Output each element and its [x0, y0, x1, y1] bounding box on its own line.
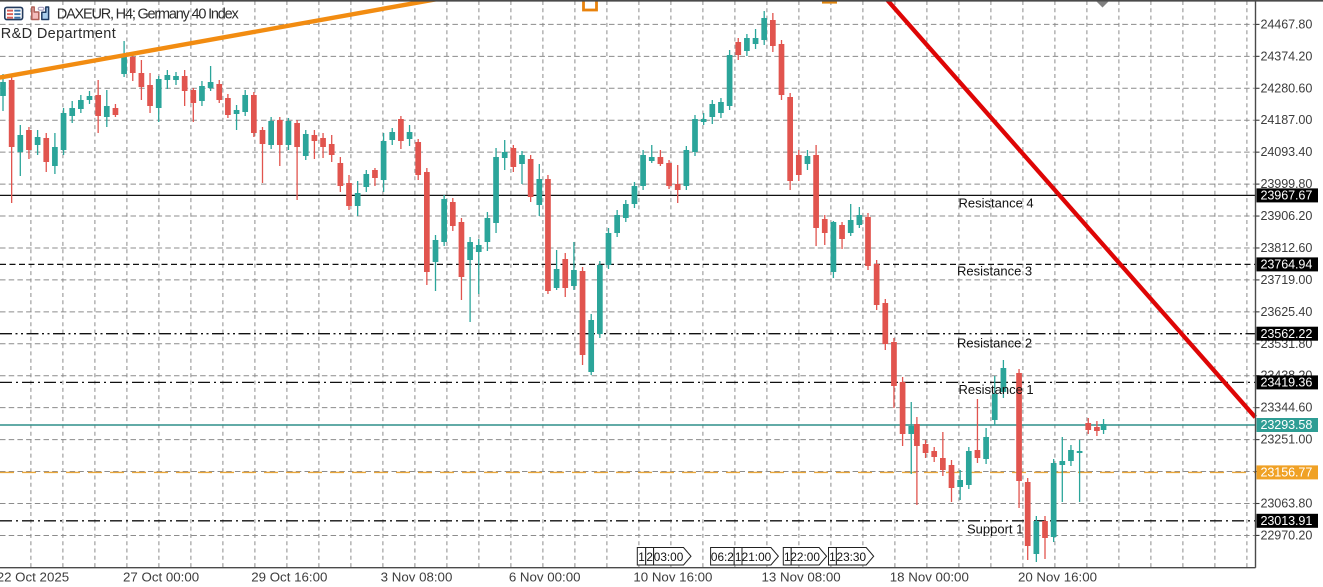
svg-text:Support 1: Support 1	[967, 522, 1023, 537]
svg-text:22970.20: 22970.20	[1261, 528, 1313, 542]
svg-text:23344.60: 23344.60	[1261, 401, 1313, 415]
svg-text:22 Oct 2025: 22 Oct 2025	[0, 570, 69, 585]
svg-text:27 Oct 00:00: 27 Oct 00:00	[123, 570, 199, 585]
svg-text:13 Nov 08:00: 13 Nov 08:00	[762, 570, 841, 585]
svg-text:3 Nov 08:00: 3 Nov 08:00	[381, 570, 453, 585]
svg-text:1: 1	[829, 550, 836, 564]
svg-text:23:30: 23:30	[837, 550, 867, 564]
svg-text:23967.67: 23967.67	[1261, 189, 1313, 203]
svg-text:23625.40: 23625.40	[1261, 305, 1313, 319]
svg-text:2: 2	[646, 550, 653, 564]
svg-text:24467.80: 24467.80	[1261, 17, 1313, 31]
svg-text:Resistance 2: Resistance 2	[957, 335, 1032, 350]
svg-text:23764.94: 23764.94	[1261, 258, 1313, 272]
svg-text:23812.60: 23812.60	[1261, 241, 1313, 255]
svg-text:20 Nov 16:00: 20 Nov 16:00	[1018, 570, 1097, 585]
svg-text:1: 1	[735, 550, 742, 564]
svg-text:DAXEUR, H4; Germany 40 Index: DAXEUR, H4; Germany 40 Index	[57, 7, 240, 23]
svg-text:06:2: 06:2	[711, 550, 734, 564]
svg-text:23251.00: 23251.00	[1261, 433, 1313, 447]
svg-text:24093.40: 24093.40	[1261, 145, 1313, 159]
svg-text:23293.58: 23293.58	[1261, 418, 1313, 432]
svg-text:24187.00: 24187.00	[1261, 113, 1313, 127]
svg-text:21:00: 21:00	[742, 550, 772, 564]
svg-text:18 Nov 00:00: 18 Nov 00:00	[890, 570, 969, 585]
svg-text:24280.60: 24280.60	[1261, 81, 1313, 95]
svg-text:R&D Department: R&D Department	[1, 26, 116, 42]
svg-text:29 Oct 16:00: 29 Oct 16:00	[251, 570, 327, 585]
svg-text:10 Nov 16:00: 10 Nov 16:00	[633, 570, 712, 585]
svg-text:23906.20: 23906.20	[1261, 209, 1313, 223]
svg-text:03:00: 03:00	[654, 550, 684, 564]
svg-text:23999.80: 23999.80	[1261, 177, 1313, 191]
svg-text:6 Nov 00:00: 6 Nov 00:00	[509, 570, 581, 585]
svg-text:22:00: 22:00	[790, 550, 820, 564]
svg-text:1: 1	[784, 550, 791, 564]
svg-text:Resistance 4: Resistance 4	[959, 196, 1034, 211]
svg-text:Resistance 1: Resistance 1	[959, 382, 1034, 397]
svg-text:23562.22: 23562.22	[1261, 327, 1313, 341]
svg-text:1: 1	[638, 550, 645, 564]
svg-text:23156.77: 23156.77	[1261, 466, 1313, 480]
svg-text:24374.20: 24374.20	[1261, 49, 1313, 63]
svg-text:23013.91: 23013.91	[1261, 514, 1313, 528]
svg-text:Resistance 3: Resistance 3	[957, 264, 1032, 279]
svg-text:23063.80: 23063.80	[1261, 497, 1313, 511]
svg-text:23719.00: 23719.00	[1261, 273, 1313, 287]
svg-text:23419.36: 23419.36	[1261, 376, 1313, 390]
